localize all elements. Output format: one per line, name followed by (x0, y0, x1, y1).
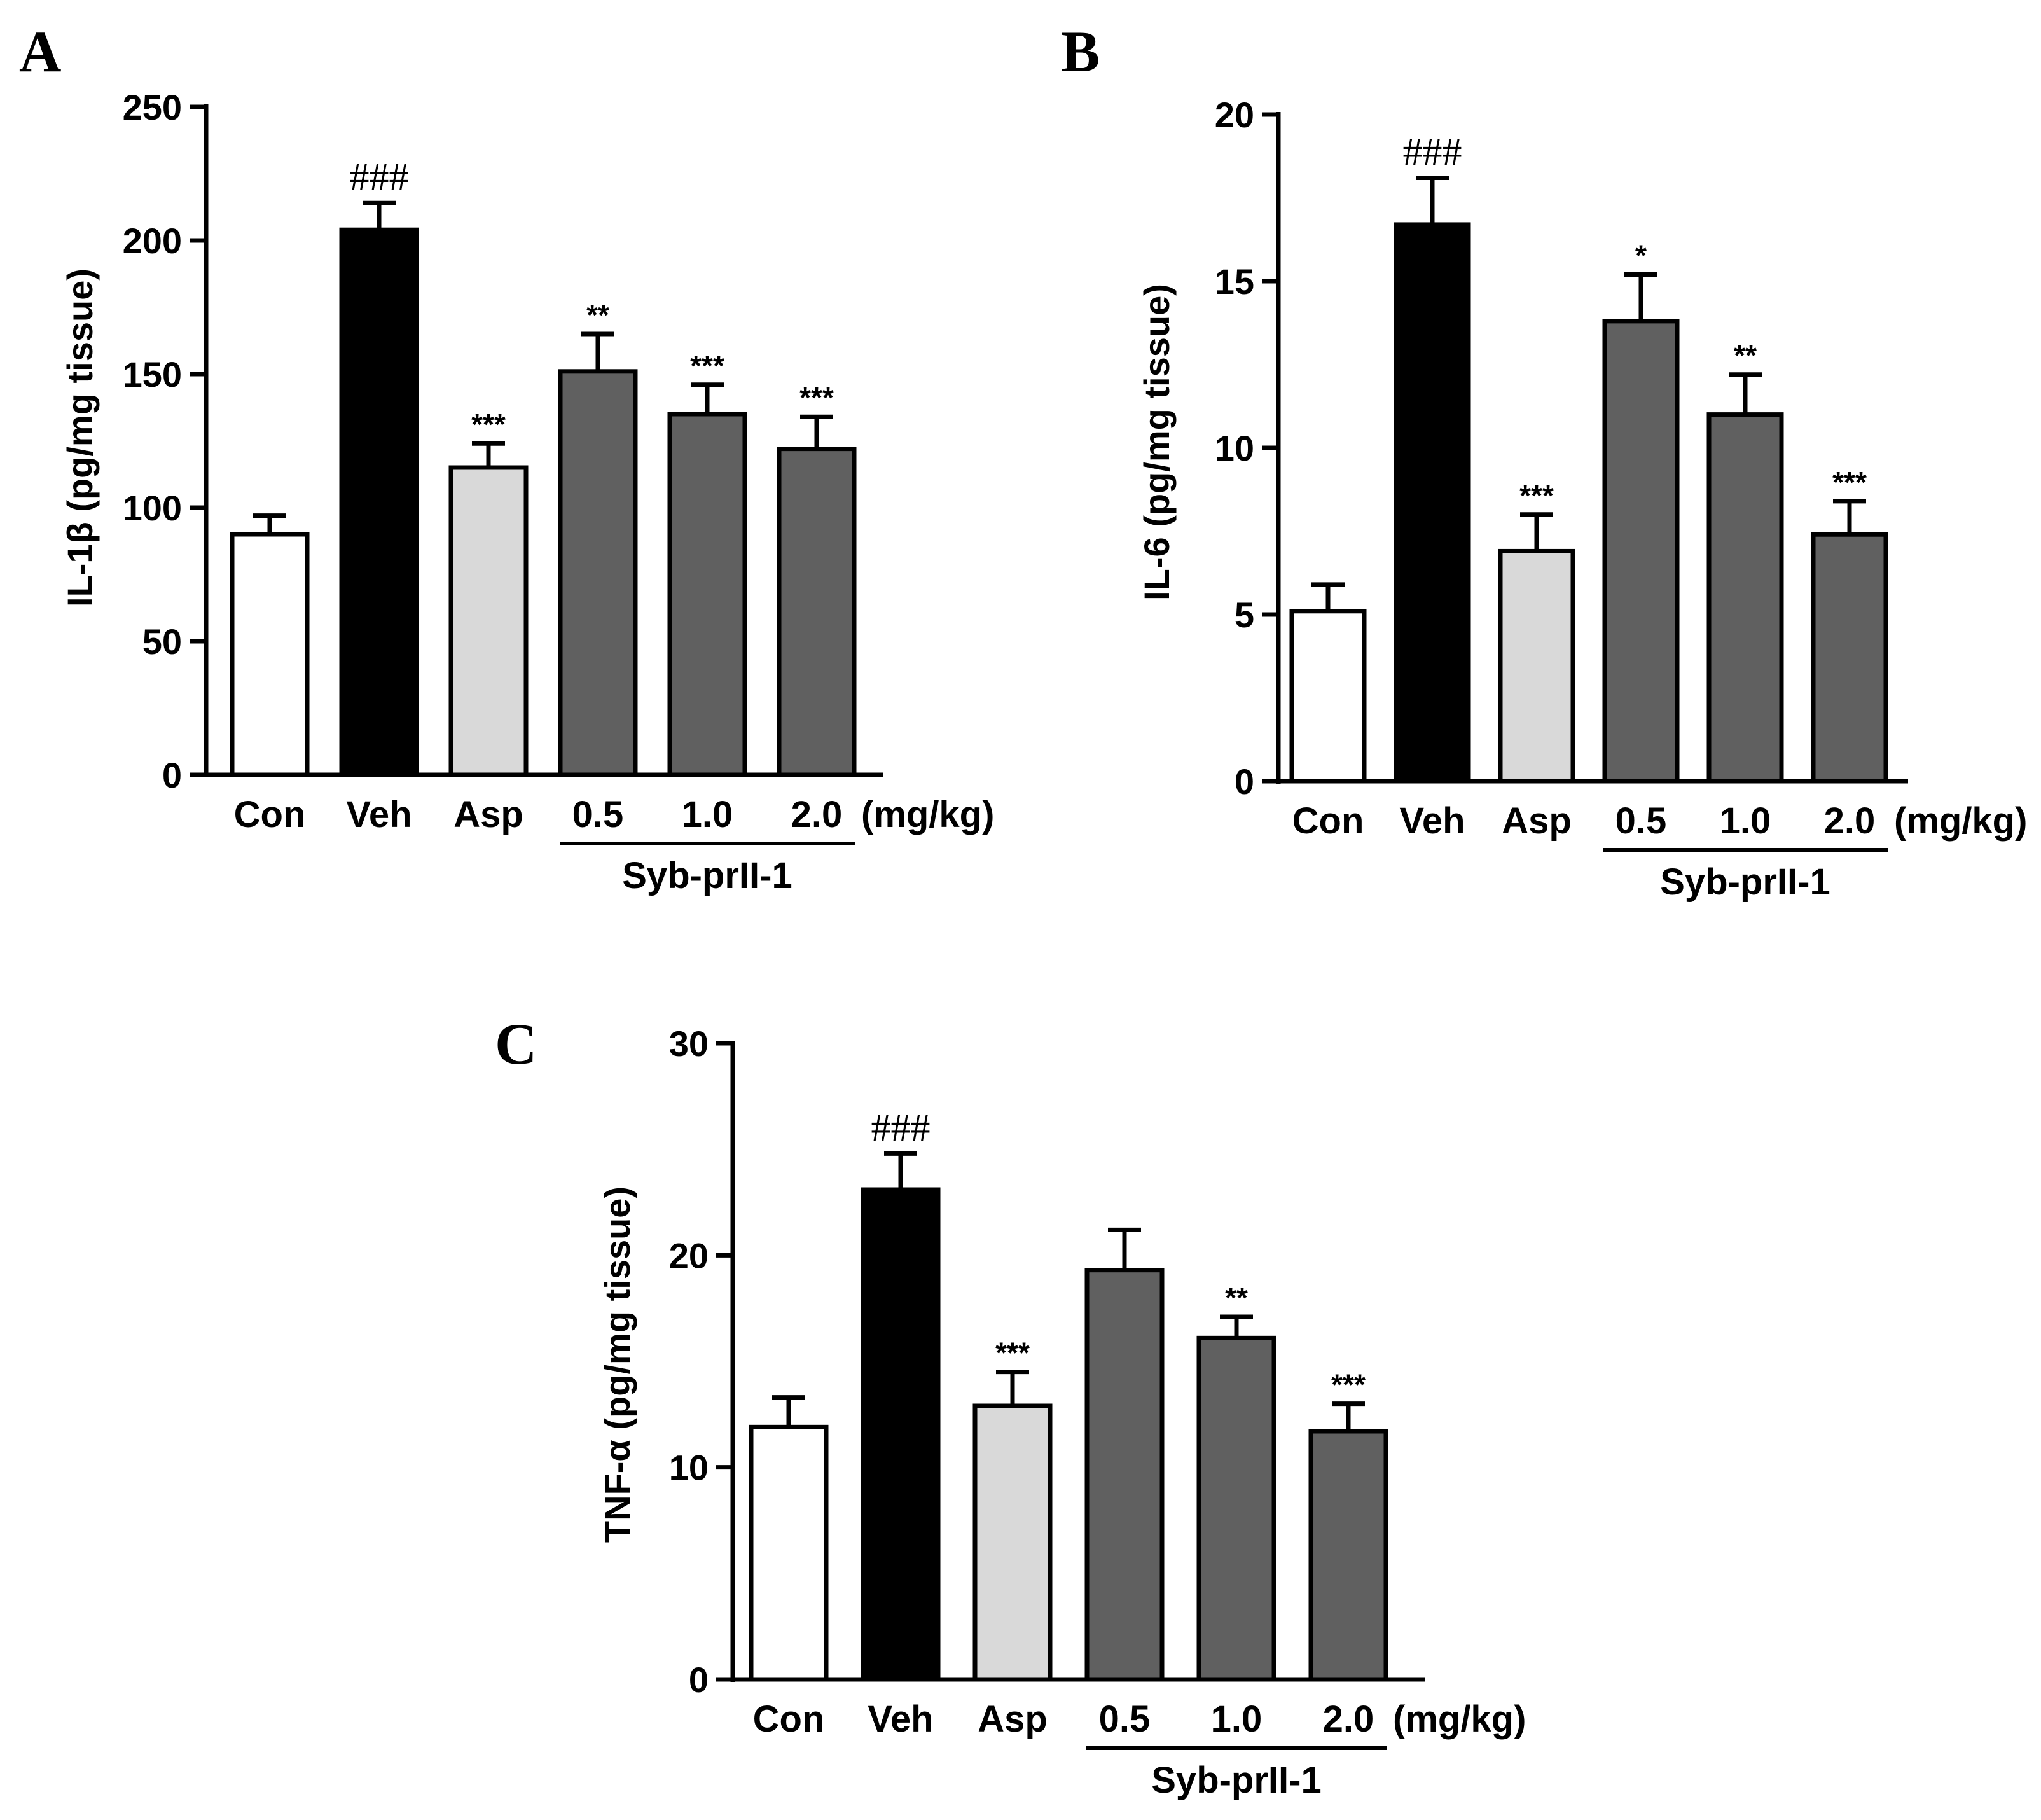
panel-c-bar-veh (861, 1187, 941, 1682)
panel-c-x-tick-label: Veh (868, 1698, 933, 1740)
panel-a-y-tick-label: 250 (123, 87, 182, 127)
panel-b-letter: B (1061, 19, 1100, 84)
panel-b-plot-area: Con ### Veh *** Asp * 0.5 ** 1.0 *** 2.0 0 5 10 15 20 (m… (1215, 95, 2028, 903)
panel-a-letter: A (19, 19, 61, 84)
panel-c-significance-mark: ### (871, 1106, 931, 1150)
panel-a-bar-con (230, 532, 310, 777)
panel-b-x-tick-label: Con (1292, 800, 1364, 842)
panel-c-significance-mark: *** (1331, 1368, 1366, 1401)
panel-c-bar-con (749, 1424, 829, 1682)
panel-a-bar-veh (339, 227, 419, 777)
panel-a-x-tick-label: Veh (346, 794, 412, 835)
panel-b-x-tick-label: 2.0 (1824, 800, 1876, 842)
panel-b-bar-asp (1498, 548, 1575, 784)
panel-c-x-tick-label: 2.0 (1323, 1698, 1374, 1740)
panel-b-significance-mark: *** (1519, 479, 1554, 512)
panel-a-x-tick-label: 0.5 (572, 794, 624, 835)
panel-c-bar-asp (972, 1403, 1053, 1682)
panel-a-significance-mark: *** (799, 381, 834, 414)
panel-b-y-tick-label: 20 (1215, 95, 1254, 135)
panel-c-y-tick-label: 30 (669, 1024, 709, 1064)
panel-b-bar-1-0 (1706, 412, 1784, 784)
panel-c-y-tick-label: 10 (669, 1448, 709, 1488)
panel-c-y-axis-title: TNF-α (pg/mg tissue) (597, 1186, 637, 1543)
panel-b-group-label: Syb-prII-1 (1660, 861, 1830, 903)
panel-c-x-tick-label: 0.5 (1099, 1698, 1151, 1740)
panel-b-y-tick-label: 10 (1215, 428, 1254, 468)
panel-b-bar-0-5 (1602, 319, 1680, 784)
panel-a-plot-area: Con ### Veh *** Asp ** 0.5 *** 1.0 *** 2.0 0 50 100 15… (123, 87, 995, 896)
panel-a-x-tick-label: Con (234, 794, 306, 835)
panel-a-x-tick-label: 1.0 (682, 794, 733, 835)
panel-c-x-tick-label: Asp (978, 1698, 1048, 1740)
panel-c-group-label: Syb-prII-1 (1151, 1760, 1322, 1801)
panel-c-significance-mark: ** (1225, 1281, 1248, 1314)
panel-c-significance-mark: *** (995, 1337, 1030, 1370)
panel-a-x-tick-label: Asp (453, 794, 523, 835)
panel-b-significance-mark: *** (1832, 466, 1867, 499)
panel-c-bar-2-0 (1308, 1429, 1388, 1682)
panel-b-y-tick-label: 5 (1235, 595, 1254, 635)
panel-c-letter: C (495, 1011, 537, 1076)
panel-c-bar-1-0 (1196, 1335, 1276, 1682)
panel-a-bar-1-0 (667, 412, 747, 777)
panel-b: B IL-6 (pg/mg tissue) Con ### Veh *** Asp * 0.… (1061, 19, 2027, 903)
panel-c-y-tick-label: 0 (689, 1660, 709, 1700)
panel-b-x-tick-label: 0.5 (1616, 800, 1667, 842)
panel-a-y-tick-label: 50 (142, 622, 182, 662)
panel-a-y-tick-label: 100 (123, 488, 182, 528)
panel-a-significance-mark: *** (471, 408, 506, 441)
panel-a-y-tick-label: 150 (123, 354, 182, 394)
panel-b-x-tick-label: Veh (1399, 800, 1465, 842)
panel-b-y-tick-label: 0 (1235, 761, 1254, 802)
panel-b-x-tick-label: 1.0 (1720, 800, 1771, 842)
panel-c-bar-0-5 (1084, 1268, 1165, 1682)
panel-c-y-tick-label: 20 (669, 1235, 709, 1275)
panel-a-bar-2-0 (777, 447, 857, 777)
panel-a-group-label: Syb-prII-1 (622, 855, 792, 896)
panel-a-y-axis-title: IL-1β (pg/mg tissue) (60, 268, 100, 607)
panel-b-bar-2-0 (1811, 532, 1888, 784)
panel-b-bar-con (1289, 609, 1367, 784)
panel-a-bar-0-5 (558, 369, 638, 777)
panel-a-unit-label: (mg/kg) (861, 794, 994, 835)
panel-a: A IL-1β (pg/mg tissue) Con ### Veh *** Asp **… (19, 19, 994, 896)
panel-b-unit-label: (mg/kg) (1894, 800, 2027, 842)
panel-b-y-tick-label: 15 (1215, 261, 1254, 302)
panel-a-bar-asp (448, 465, 529, 777)
panel-a-y-tick-label: 200 (123, 221, 182, 261)
panel-c-x-tick-label: 1.0 (1211, 1698, 1263, 1740)
panel-b-y-axis-title: IL-6 (pg/mg tissue) (1137, 284, 1177, 601)
panel-c: C TNF-α (pg/mg tissue) Con ### Veh *** Asp 0.… (495, 1011, 1526, 1801)
panel-b-bar-veh (1394, 222, 1471, 784)
panel-c-unit-label: (mg/kg) (1393, 1698, 1526, 1740)
panel-a-significance-mark: ** (586, 298, 609, 331)
panel-c-x-tick-label: Con (753, 1698, 825, 1740)
panel-a-y-tick-label: 0 (162, 755, 182, 795)
panel-a-x-tick-label: 2.0 (791, 794, 843, 835)
panel-b-significance-mark: * (1635, 239, 1647, 272)
panel-c-plot-area: Con ### Veh *** Asp 0.5 ** 1.0 *** 2.0 0 10 20 30 (mg/… (669, 1024, 1526, 1801)
panel-b-x-tick-label: Asp (1502, 800, 1572, 842)
panel-b-significance-mark: ** (1734, 339, 1757, 372)
panel-a-significance-mark: *** (690, 349, 724, 382)
panel-a-significance-mark: ### (350, 156, 409, 199)
panel-b-significance-mark: ### (1403, 131, 1462, 174)
